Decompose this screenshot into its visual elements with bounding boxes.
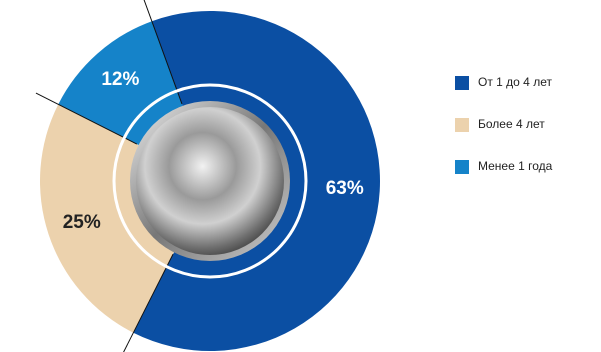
- separator: [123, 253, 174, 352]
- separator: [143, 0, 183, 105]
- legend-swatch: [455, 76, 469, 90]
- legend-label: Менее 1 года: [478, 159, 553, 173]
- value-label: 12%: [101, 69, 139, 90]
- value-label: 25%: [63, 212, 101, 233]
- donut: 63% 25% 12%: [35, 0, 380, 352]
- legend-swatch: [455, 118, 469, 132]
- legend-label: От 1 до 4 лет: [478, 75, 552, 89]
- inner-ring: [112, 83, 308, 279]
- legend-label: Более 4 лет: [478, 117, 545, 131]
- value-label: 63%: [326, 178, 364, 199]
- separator: [35, 92, 138, 145]
- knob: [136, 107, 284, 255]
- legend: От 1 до 4 лет Более 4 лет Менее 1 года: [455, 75, 553, 174]
- legend-swatch: [455, 160, 469, 174]
